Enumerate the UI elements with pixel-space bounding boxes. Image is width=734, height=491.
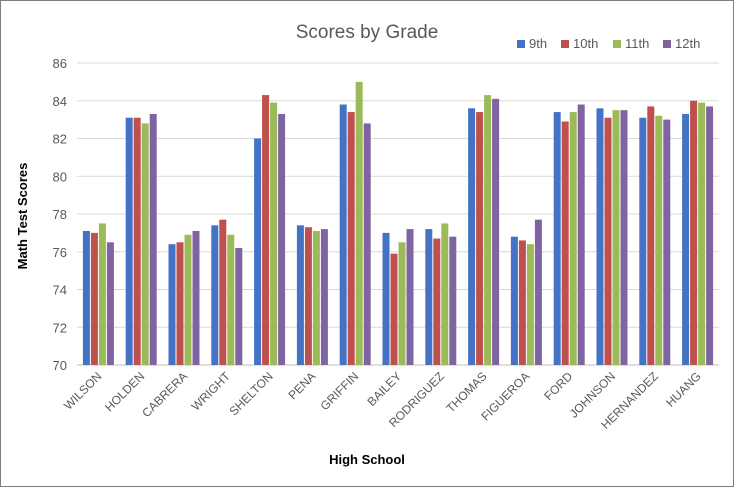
bar [176, 242, 184, 365]
y-axis-label: Math Test Scores [15, 163, 30, 270]
legend: 9th 10th 11th 12th [517, 36, 700, 51]
bar [612, 110, 620, 365]
x-tick-label: BAILEY [365, 369, 405, 409]
bar [425, 229, 433, 365]
y-tick-label: 76 [53, 245, 67, 260]
bar [510, 236, 518, 365]
bar [468, 108, 476, 366]
bar [227, 234, 235, 365]
bar [363, 123, 371, 366]
bar [254, 138, 262, 365]
bar [98, 223, 106, 365]
legend-swatch [517, 40, 525, 48]
bar [296, 225, 304, 365]
bar [106, 242, 114, 365]
x-axis-label: High School [329, 452, 405, 467]
bar [304, 227, 312, 365]
bar [398, 242, 406, 365]
bar [604, 117, 612, 365]
x-tick-label: SHELTON [227, 369, 276, 418]
x-tick-label: GRIFFIN [317, 369, 361, 413]
bar [390, 253, 398, 365]
bar [706, 106, 714, 365]
bar [382, 232, 390, 365]
bar [569, 112, 577, 365]
bar [553, 112, 561, 365]
bar [406, 229, 414, 365]
bar [320, 229, 328, 365]
y-tick-label: 82 [53, 132, 67, 147]
bar [219, 219, 227, 365]
bar [355, 81, 363, 365]
bar [141, 123, 149, 366]
y-axis-ticks: 70 72 74 76 78 80 82 84 86 [53, 56, 67, 373]
x-tick-label: HUANG [663, 369, 704, 410]
gridlines [77, 62, 719, 366]
bar [312, 230, 320, 365]
bar [339, 104, 347, 366]
legend-label: 11th [625, 36, 649, 51]
bar [492, 98, 500, 366]
legend-label: 12th [675, 36, 700, 51]
bar [168, 244, 176, 365]
bars [82, 81, 714, 366]
legend-label: 10th [573, 36, 598, 51]
bar [698, 102, 706, 365]
x-tick-label: PENA [286, 369, 319, 402]
bar [433, 238, 441, 365]
bar [620, 110, 628, 365]
bar [655, 115, 663, 365]
y-tick-label: 80 [53, 169, 67, 184]
bar [133, 117, 141, 365]
bar [577, 104, 585, 366]
bar [270, 102, 278, 365]
bar [690, 100, 698, 365]
bar [663, 119, 671, 365]
bar [82, 230, 90, 365]
y-tick-label: 84 [53, 94, 67, 109]
bar [90, 232, 98, 365]
x-tick-label: FORD [541, 369, 575, 403]
bar [278, 113, 286, 366]
bar [534, 219, 542, 365]
bar [518, 240, 526, 365]
bar [235, 247, 243, 365]
bar [526, 244, 534, 365]
legend-swatch [561, 40, 569, 48]
y-tick-label: 70 [53, 358, 67, 373]
bar [149, 113, 157, 366]
bar [476, 112, 484, 365]
bar [262, 95, 270, 366]
bar [211, 225, 219, 365]
bar [561, 121, 569, 365]
x-tick-label: WRIGHT [189, 369, 234, 414]
legend-swatch [663, 40, 671, 48]
bar [639, 117, 647, 365]
bar [184, 234, 192, 365]
chart-title: Scores by Grade [296, 22, 439, 43]
bar [347, 112, 355, 365]
x-tick-label: CABRERA [139, 369, 190, 420]
y-tick-label: 74 [53, 283, 67, 298]
bar [125, 117, 133, 365]
bar [192, 230, 200, 365]
x-tick-label: WILSON [61, 369, 104, 412]
bar [441, 223, 449, 365]
legend-swatch [613, 40, 621, 48]
legend-label: 9th [529, 36, 547, 51]
bar [596, 108, 604, 366]
y-tick-label: 72 [53, 320, 67, 335]
bar [682, 113, 690, 366]
y-tick-label: 86 [53, 56, 67, 71]
y-tick-label: 78 [53, 207, 67, 222]
bar [484, 95, 492, 366]
bar [449, 236, 457, 365]
bar [647, 106, 655, 365]
